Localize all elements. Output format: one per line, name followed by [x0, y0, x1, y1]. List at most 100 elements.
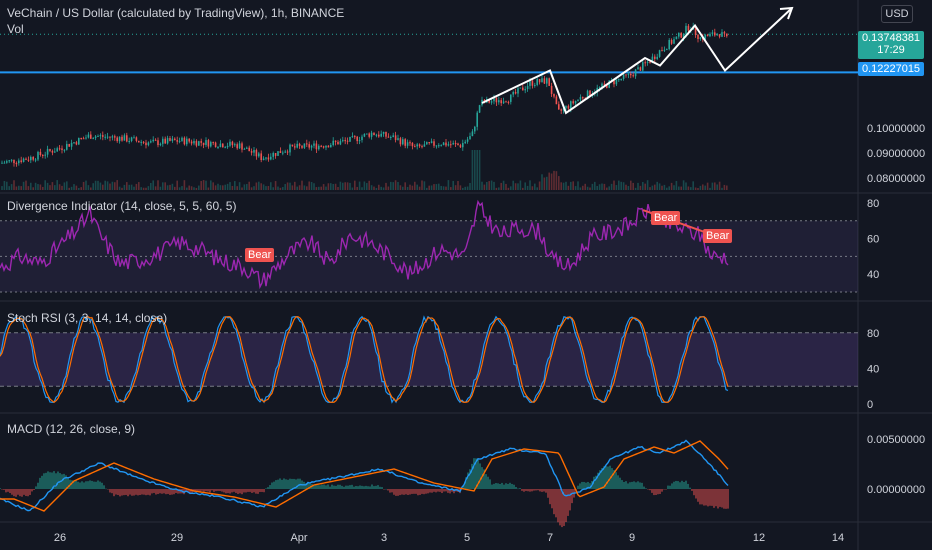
currency-button[interactable]: USD — [881, 5, 913, 23]
candle-body — [639, 67, 642, 71]
candle-body — [274, 152, 277, 156]
macd-histogram-bar — [273, 481, 275, 489]
macd-histogram-bar — [709, 489, 711, 506]
macd-histogram-bar — [641, 482, 643, 489]
candle-body — [322, 146, 325, 148]
volume-bar — [246, 184, 248, 190]
candle-body — [476, 112, 478, 127]
volume-bar — [522, 187, 524, 190]
macd-histogram-bar — [3, 489, 5, 490]
volume-bar — [44, 180, 46, 190]
macd-histogram-bar — [365, 485, 367, 489]
candle-body — [354, 136, 356, 138]
candle-body — [260, 153, 262, 161]
macd-histogram-bar — [549, 489, 551, 505]
volume-bar — [188, 185, 190, 190]
volume-bar — [658, 183, 661, 190]
macd-histogram-bar — [235, 489, 237, 493]
macd-histogram-bar — [463, 484, 465, 489]
volume-bar — [517, 183, 519, 190]
macd-histogram-bar — [423, 489, 425, 495]
volume-bar — [474, 150, 476, 190]
candle-body — [572, 101, 574, 104]
macd-histogram-bar — [541, 489, 543, 492]
candle-body — [130, 137, 133, 141]
macd-histogram-bar — [447, 489, 449, 493]
candle-body — [337, 141, 339, 145]
volume-bar — [670, 182, 673, 190]
volume-bar — [37, 184, 39, 190]
candle-body — [577, 99, 579, 101]
candle-body — [217, 146, 219, 148]
macd-histogram-bar — [13, 489, 15, 497]
macd-histogram-bar — [293, 478, 295, 489]
candle-body — [723, 32, 726, 34]
volume-bar — [555, 171, 558, 190]
volume-bar — [610, 183, 613, 190]
volume-bar — [560, 182, 562, 190]
volume-bar — [270, 182, 272, 190]
volume-bar — [394, 180, 397, 190]
volume-bar — [536, 187, 538, 190]
macd-histogram-bar — [167, 489, 169, 494]
last-price-value: 0.13748381 — [861, 32, 921, 44]
volume-bar — [159, 186, 162, 190]
macd-histogram-bar — [221, 489, 223, 492]
macd-histogram-bar — [497, 483, 499, 489]
macd-histogram-bar — [351, 484, 353, 489]
volume-bar — [421, 180, 423, 190]
volume-bar — [306, 186, 308, 190]
candle-body — [248, 147, 250, 152]
macd-histogram-bar — [485, 474, 487, 489]
macd-histogram-bar — [227, 489, 229, 494]
candle-body — [188, 138, 190, 142]
macd-histogram-bar — [385, 488, 387, 490]
macd-histogram-bar — [321, 484, 323, 489]
macd-histogram-bar — [393, 489, 395, 495]
macd-histogram-bar — [649, 489, 651, 491]
macd-histogram-bar — [725, 489, 727, 509]
macd-histogram-bar — [33, 489, 35, 490]
volume-bar — [630, 180, 632, 190]
macd-histogram-bar — [651, 489, 653, 493]
macd-histogram-bar — [177, 489, 179, 494]
volume-bar — [234, 181, 236, 190]
volume-bar — [548, 172, 550, 190]
macd-histogram-bar — [63, 473, 65, 489]
macd-histogram-bar — [107, 489, 109, 490]
candle-body — [356, 136, 358, 142]
macd-histogram-bar — [61, 474, 63, 489]
volume-bar — [663, 184, 666, 190]
volume-bar — [78, 187, 80, 190]
candle-body — [390, 137, 392, 139]
candle-body — [531, 80, 534, 86]
candle-body — [490, 101, 493, 103]
macd-histogram-bar — [579, 483, 581, 489]
volume-bar — [90, 187, 92, 190]
volume-bar — [344, 182, 346, 190]
macd-histogram-bar — [473, 458, 475, 489]
macd-histogram-bar — [309, 483, 311, 489]
macd-histogram-bar — [5, 489, 7, 493]
candle-body — [474, 126, 476, 132]
candle-body — [255, 149, 258, 157]
macd-histogram-bar — [605, 466, 607, 489]
stoch-tick-label: 0 — [867, 399, 873, 411]
volume-bar — [241, 187, 243, 190]
macd-histogram-bar — [355, 485, 357, 489]
volume-bar — [411, 185, 414, 190]
candle-body — [15, 163, 18, 165]
macd-histogram-bar — [87, 481, 89, 489]
candle-body — [284, 151, 286, 153]
time-tick-label: 14 — [832, 532, 844, 544]
macd-histogram-bar — [633, 481, 635, 489]
volume-bar — [462, 187, 464, 190]
candle-body — [459, 145, 462, 148]
macd-histogram-bar — [225, 489, 227, 494]
candle-body — [625, 74, 627, 76]
macd-histogram-bar — [475, 458, 477, 489]
macd-histogram-bar — [667, 485, 669, 489]
macd-histogram-bar — [261, 489, 263, 492]
candle-body — [373, 132, 375, 135]
